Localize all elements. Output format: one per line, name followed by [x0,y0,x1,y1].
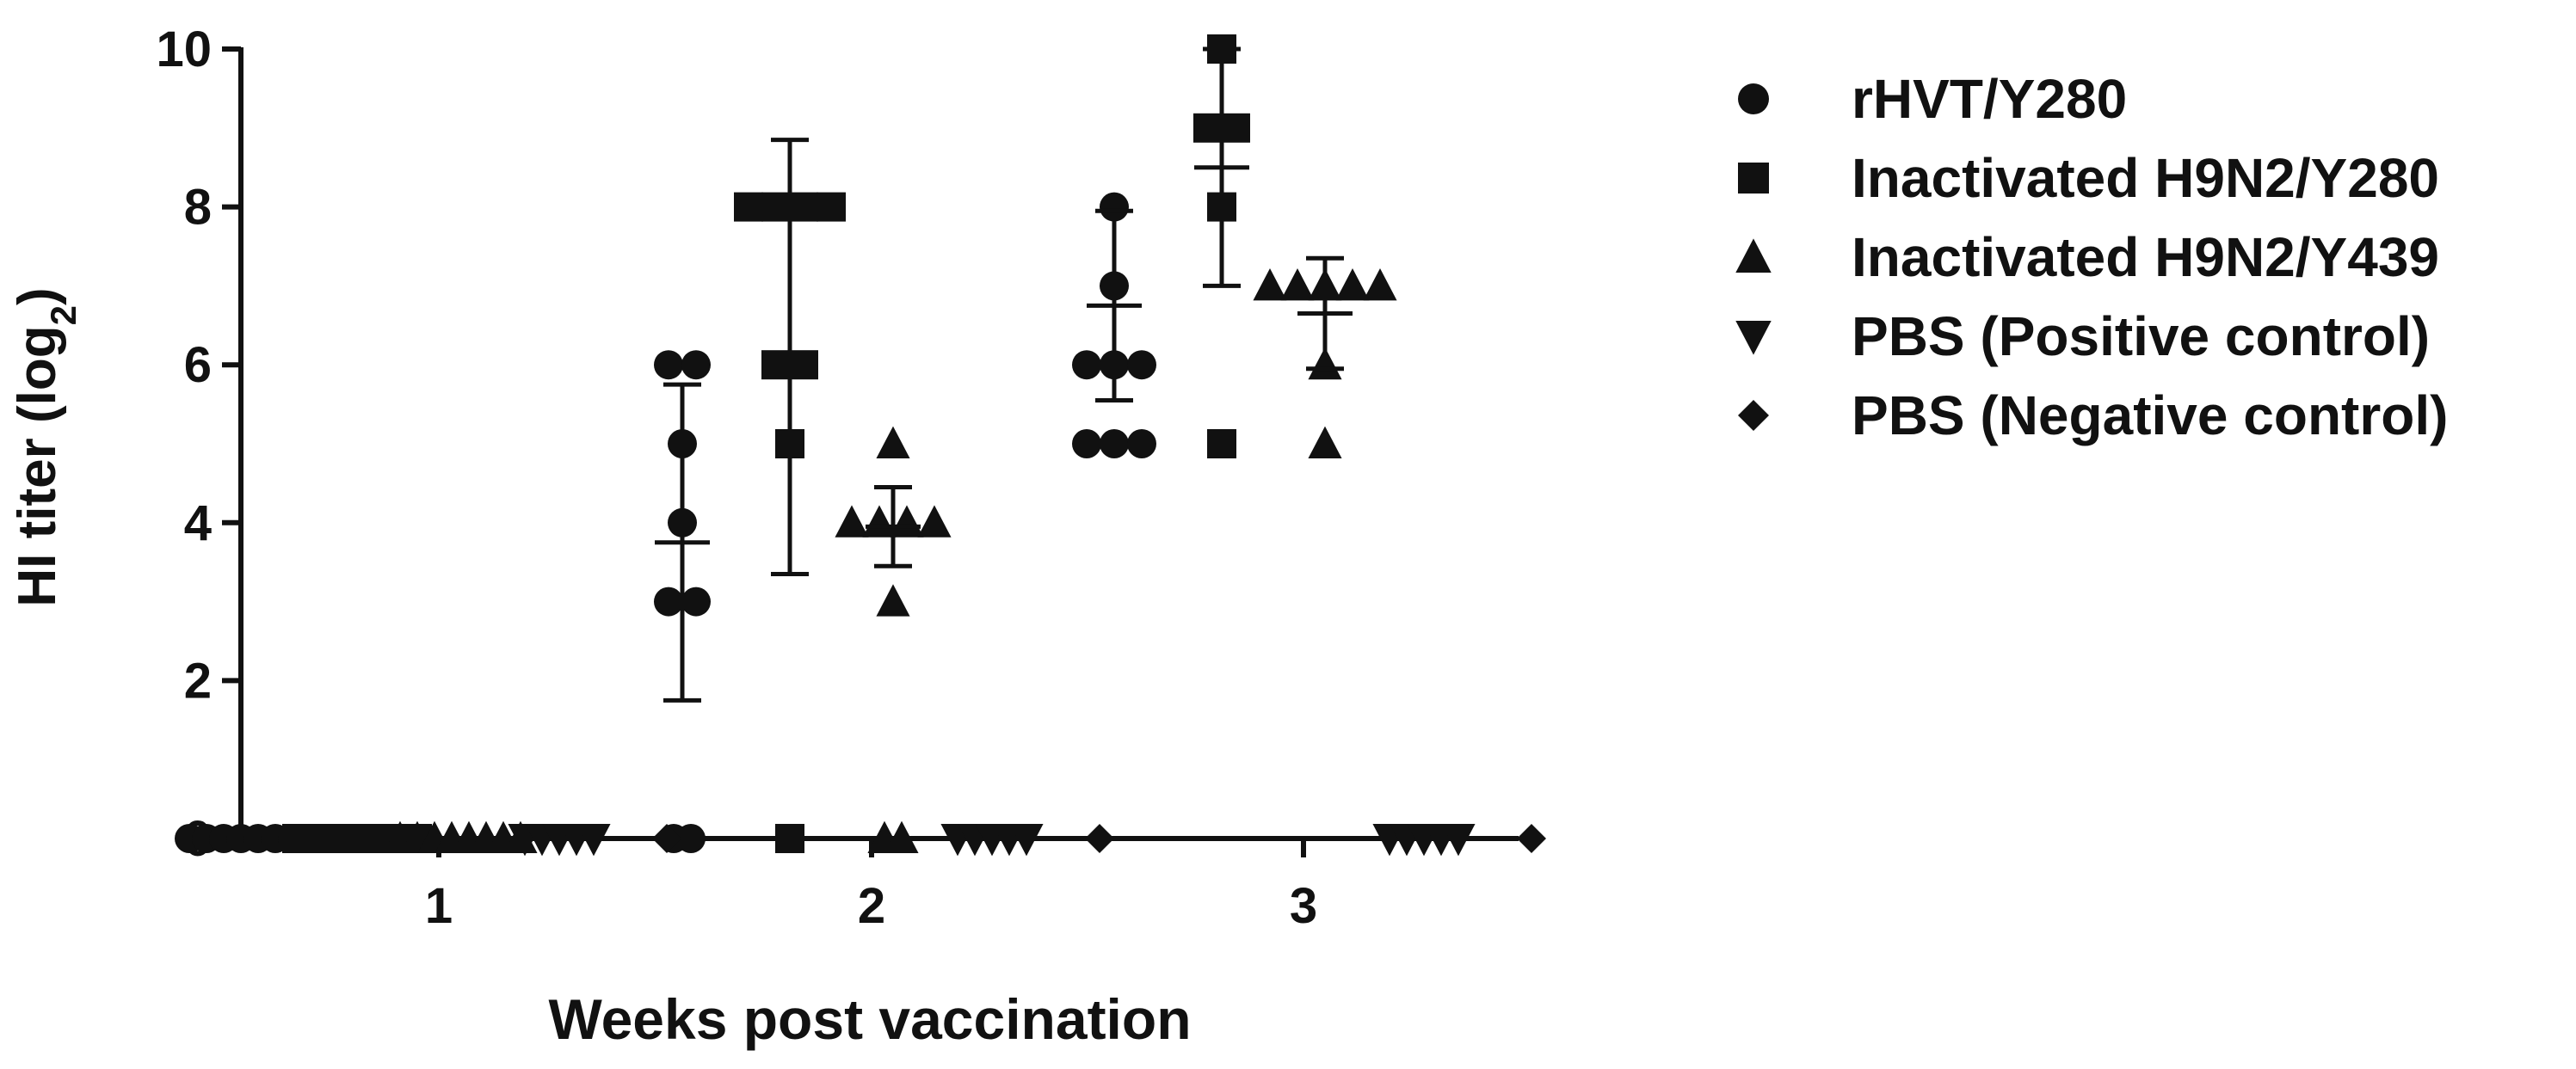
data-point [1009,824,1044,857]
x-tick-label: 2 [858,878,885,934]
data-point [1127,429,1156,458]
legend: rHVT/Y280 Inactivated H9N2/Y280 Inactivate… [1735,68,2448,446]
legend-marker [1738,163,1769,194]
data-point [1308,426,1342,458]
data-point [917,505,952,538]
data-point [734,192,763,222]
legend-label: Inactivated H9N2/Y439 [1852,226,2439,288]
legend-label: rHVT/Y280 [1852,68,2127,130]
data-point [676,824,706,853]
data-point [1085,824,1114,853]
data-point [789,192,818,222]
data-point [876,426,910,458]
data-point [1363,268,1397,301]
data-point [1441,824,1476,857]
y-axis-title-close: ) [8,287,67,305]
data-point [1335,268,1370,301]
y-tick-label: 10 [156,22,212,77]
y-axis-title: HI titer (log2) [8,287,83,606]
x-tick-label: 3 [1290,878,1317,934]
y-tick-label: 8 [184,180,212,236]
data-point [890,505,924,538]
data-point [1100,192,1129,222]
data-point [817,192,846,222]
data-point [862,505,897,538]
x-axis-title: Weeks post vaccination [548,987,1191,1051]
y-tick-label: 4 [184,495,212,551]
data-point [1193,113,1223,143]
data-point [681,587,711,617]
legend-label: PBS (Positive control) [1852,305,2430,367]
data-point [761,350,791,380]
data-point [576,824,611,857]
data-point [1207,429,1236,458]
y-axis-title-subscript: 2 [43,305,83,325]
data-point [1072,350,1101,380]
data-point [1280,268,1315,301]
data-point [876,584,910,617]
legend-marker [1738,83,1769,114]
data-point [789,350,818,380]
legend-label: PBS (Negative control) [1852,384,2448,446]
x-tick-label: 1 [425,878,453,934]
legend-marker [1738,400,1769,431]
data-point [775,824,804,853]
data-point [1100,429,1129,458]
legend-marker [1735,238,1772,273]
data-point [1517,824,1546,853]
legend-marker [1735,321,1772,355]
data-point [1072,429,1101,458]
data-marks [175,34,1546,857]
data-point [654,350,683,380]
data-point [654,587,683,617]
y-axis-title-main: HI titer (log [8,325,67,606]
axes: 0246810123 [156,22,1519,934]
data-point [884,820,919,853]
data-point [1253,268,1287,301]
data-point [681,350,711,380]
data-point [1221,113,1250,143]
data-point [652,824,681,853]
y-tick-label: 6 [184,337,212,393]
data-point [761,192,791,222]
data-point [1127,350,1156,380]
y-tick-label: 2 [184,653,212,709]
data-point [835,505,869,538]
legend-label: Inactivated H9N2/Y280 [1852,147,2439,209]
